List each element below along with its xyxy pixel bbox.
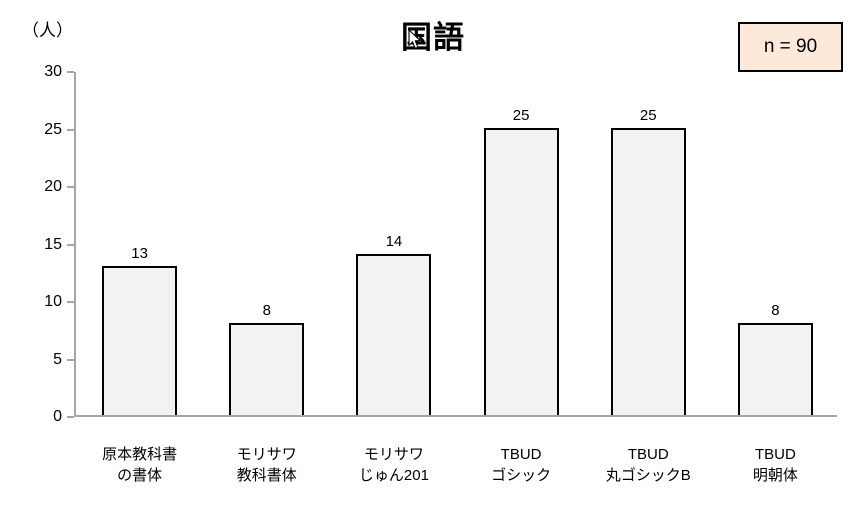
bar-value-label: 8: [771, 302, 780, 319]
y-axis-tick-label: 0: [53, 408, 62, 425]
category-label-line2: じゅん201: [358, 467, 429, 484]
bar-value-label: 13: [131, 244, 148, 262]
bar: [737, 323, 813, 415]
category-label-line1: TBUD: [754, 446, 796, 463]
y-axis-tick-mark: [67, 358, 74, 361]
category-label: 原本教科書 の書体: [75, 444, 205, 486]
category-label: モリサワじゅん201: [329, 444, 459, 486]
y-axis-tick-label: 5: [53, 350, 62, 368]
y-axis-tick-mark: [67, 186, 74, 188]
y-axis-tick-mark: [67, 301, 74, 303]
category-label: TBUD 明朝体: [710, 444, 840, 486]
bar: [229, 323, 305, 415]
category-label-line1: TBUD: [627, 446, 669, 463]
plot-area: 0 5 10 15 20 25 30 13 原本教科書の書体 8 モリサワ教科書体 14 モリサワじゅん…: [44, 63, 837, 484]
chart-title: 国語: [401, 20, 465, 55]
y-axis-tick-mark: [67, 71, 74, 73]
y-axis-tick-mark: [67, 128, 74, 131]
y-axis-tick-mark: [67, 416, 74, 418]
y-axis-unit-label: （人）: [22, 21, 73, 40]
category-label-line2: の書体: [117, 467, 163, 484]
bar: [102, 265, 178, 415]
category-label-line1: モリサワ: [236, 446, 297, 463]
y-axis-tick-label: 20: [44, 178, 62, 195]
category-label-line2: 教科書体: [236, 467, 297, 484]
category-label-line2: ゴシック: [491, 467, 552, 484]
category-label-line1: TBUD: [500, 446, 542, 463]
category-label-line2: 丸ゴシックB: [605, 467, 691, 484]
bar: [610, 127, 686, 415]
category-label-line1: モリサワ: [363, 446, 424, 463]
bar: [356, 254, 432, 415]
bar-value-label: 8: [262, 302, 271, 319]
bar: [483, 127, 559, 415]
category-label-line1: 原本教科書: [102, 446, 178, 463]
category-label: TBUD ゴシック: [456, 444, 586, 486]
sample-size-badge: n = 90: [738, 22, 843, 72]
y-axis-tick-label: 10: [44, 293, 62, 310]
y-axis-tick-mark: [67, 243, 74, 246]
category-label: TBUD 丸ゴシックB: [583, 444, 713, 486]
y-axis-tick-label: 30: [44, 63, 62, 80]
bar-value-label: 14: [385, 233, 403, 250]
bar-value-label: 25: [639, 106, 657, 124]
category-label: モリサワ 教科書体: [202, 444, 332, 486]
category-label-line2: 明朝体: [752, 467, 798, 484]
y-axis-tick-label: 15: [44, 235, 62, 253]
bar-value-label: 25: [512, 106, 530, 124]
y-axis-tick-label: 25: [44, 120, 62, 138]
